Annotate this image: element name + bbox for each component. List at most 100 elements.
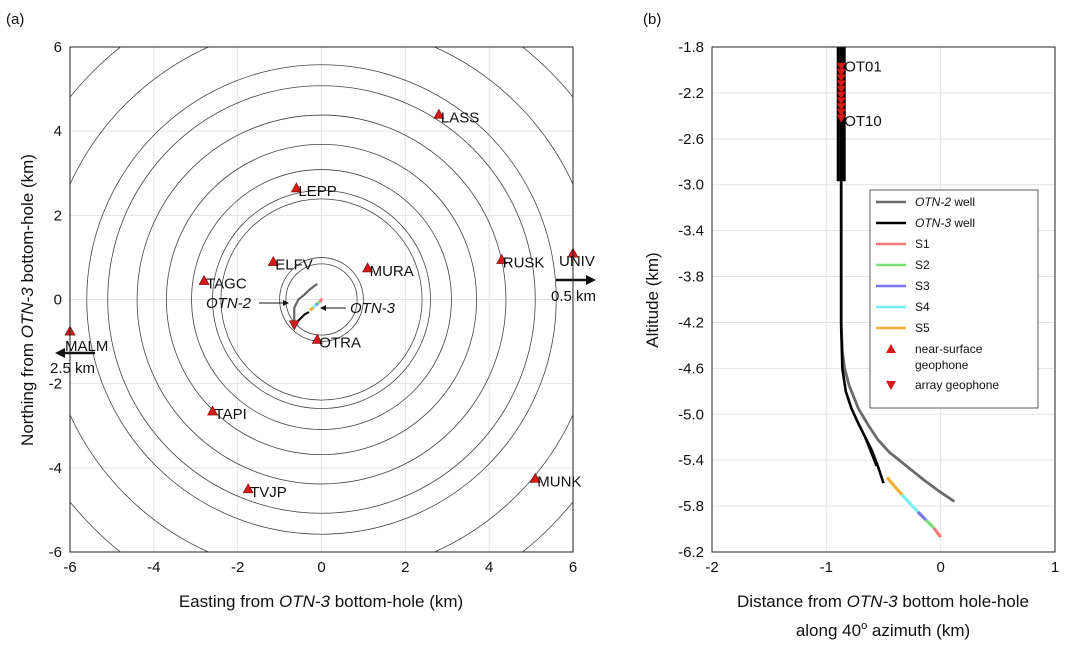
y-tick-label: -6.2 <box>678 544 704 561</box>
station-marker-rusk <box>496 253 508 264</box>
legend-label-7: near-surface <box>915 342 983 356</box>
x-tick-label: 2 <box>401 559 409 576</box>
univ-arrow-head <box>586 275 596 285</box>
panel-b-tick-labels: -2 -1 0 1 -1.8 -2.2 -2.6 -3.0 -3.4 -3.8 -4.2 -4.6 -5… <box>678 39 1059 576</box>
legend-label-1: OTN-3 well <box>915 216 975 230</box>
x-tick-label: -2 <box>705 559 718 576</box>
y-tick-label: -3.4 <box>678 223 704 240</box>
legend-label-em: OTN-3 <box>915 216 951 230</box>
otn3-annotation: OTN-3 <box>350 300 396 317</box>
legend-label-text: S5 <box>915 321 930 335</box>
station-marker-lepp <box>290 182 302 193</box>
station-label-mura: MURA <box>370 263 414 280</box>
panel-b-label: (b) <box>643 11 661 28</box>
series-s5 <box>885 476 904 496</box>
array-geophone-marker <box>836 85 847 95</box>
legend-label-text: S3 <box>915 279 930 293</box>
malm-distance-label: 2.5 km <box>50 360 95 377</box>
legend-label-text: near-surface <box>915 342 983 356</box>
legend-label-text: S2 <box>915 258 930 272</box>
y-tick-label: 0 <box>54 292 62 309</box>
station-marker-mura <box>362 262 374 273</box>
array-geophone-marker <box>836 74 847 84</box>
x-tick-label: 0 <box>936 559 944 576</box>
otn3-arrow-head <box>320 305 326 311</box>
panel-b-data: OT01 OT10 <box>836 47 956 539</box>
legend-label-6: S5 <box>915 321 930 335</box>
y-tick-label: -3.8 <box>678 269 704 286</box>
distance-circle <box>166 144 477 455</box>
array-geophone-marker <box>836 68 847 78</box>
annotation-ot01: OT01 <box>844 59 882 76</box>
y-tick-label: 6 <box>54 39 62 56</box>
distance-circle <box>285 263 358 336</box>
panel-b-frame <box>711 46 1056 553</box>
annotation-ot10: OT10 <box>844 113 882 130</box>
legend-label-7-line2: geophone <box>915 358 969 372</box>
y-tick-label: -5.0 <box>678 406 704 423</box>
legend-label-3: S2 <box>915 258 930 272</box>
segment-s5 <box>308 306 315 312</box>
y-tick-label: -4 <box>49 460 62 477</box>
array-geophone-marker <box>288 320 300 331</box>
legend-box <box>869 189 1039 409</box>
y-tick-label: -2.6 <box>678 131 704 148</box>
panel-b-y-axis-label: Altitude (km) <box>643 252 662 347</box>
station-label-lepp: LEPP <box>298 183 336 200</box>
station-label-malm: MALM <box>65 338 108 355</box>
segment-s2 <box>316 300 321 305</box>
distance-circle <box>70 47 573 552</box>
segment-s4 <box>312 303 318 309</box>
station-label-lass: LASS <box>441 109 479 126</box>
series-s4 <box>900 493 919 513</box>
x-tick-label: 6 <box>569 559 577 576</box>
panel-a-tick-labels: -6 -4 -2 0 2 4 6 -6 -4 -2 0 2 4 6 <box>49 39 578 576</box>
station-marker-tapi <box>207 405 219 416</box>
station-marker-elfv <box>267 256 279 266</box>
x-tick-label: 1 <box>1051 559 1059 576</box>
legend-label-text: well <box>951 216 975 230</box>
station-label-tagc: TAGC <box>206 276 247 293</box>
series-s2 <box>924 518 935 530</box>
y-tick-label: -4.6 <box>678 360 704 377</box>
y-tick-label: -5.8 <box>678 498 704 515</box>
legend-label-text: S1 <box>915 237 930 251</box>
legend-label-text: S4 <box>915 300 930 314</box>
legend-label-0: OTN-2 well <box>915 195 975 209</box>
array-geophone-marker <box>836 114 847 124</box>
station-label-otra: OTRA <box>319 334 361 351</box>
station-marker-tagc <box>198 274 210 285</box>
malm-arrow-head <box>55 348 65 358</box>
panel-a-distance-circles <box>70 47 573 552</box>
panel-a-map: (a) LASS LEPP ELFV MURA TAGC RUSK UNIV MALM OTRA… <box>6 11 596 611</box>
distance-circle <box>191 169 452 430</box>
y-tick-label: -2 <box>49 376 62 393</box>
y-tick-label: -2.2 <box>678 85 704 102</box>
panel-a-frame <box>69 46 574 553</box>
legend-label-4: S3 <box>915 279 930 293</box>
panel-a-y-axis-label: Northing from OTN-3 bottom-hole (km) <box>18 154 37 446</box>
legend-marker-array <box>886 381 896 390</box>
station-marker-lass <box>433 108 445 119</box>
station-label-univ: UNIV <box>559 253 595 270</box>
y-tick-label: -1.8 <box>678 39 704 56</box>
distance-circle <box>107 85 536 514</box>
distance-circle <box>86 64 557 535</box>
legend-label-5: S4 <box>915 300 930 314</box>
panel-a-data: LASS LEPP ELFV MURA TAGC RUSK UNIV MALM OTRA TAPI… <box>50 108 596 501</box>
well-trace-otn-2 <box>293 283 318 325</box>
array-geophone-marker <box>836 62 847 72</box>
panel-b-legend: OTN-2 well OTN-3 well S1 S2 S3 S4 S5 near-surfa… <box>869 189 1039 409</box>
otn2-arrow-head <box>283 300 289 306</box>
station-label-tvjp: TVJP <box>250 484 287 501</box>
legend-label-8: array geophone <box>915 378 999 392</box>
x-tick-label: -2 <box>231 559 244 576</box>
array-geophone-marker <box>836 108 847 118</box>
segment-s1 <box>318 297 324 303</box>
panel-a-label: (a) <box>6 11 24 28</box>
distance-circle <box>212 190 431 409</box>
x-tick-label: 0 <box>317 559 325 576</box>
legend-label-text: array geophone <box>915 378 999 392</box>
